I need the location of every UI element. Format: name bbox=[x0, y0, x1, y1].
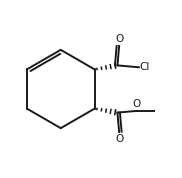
Text: Cl: Cl bbox=[140, 62, 150, 72]
Text: O: O bbox=[115, 134, 123, 144]
Text: O: O bbox=[133, 99, 141, 109]
Text: O: O bbox=[115, 34, 123, 44]
